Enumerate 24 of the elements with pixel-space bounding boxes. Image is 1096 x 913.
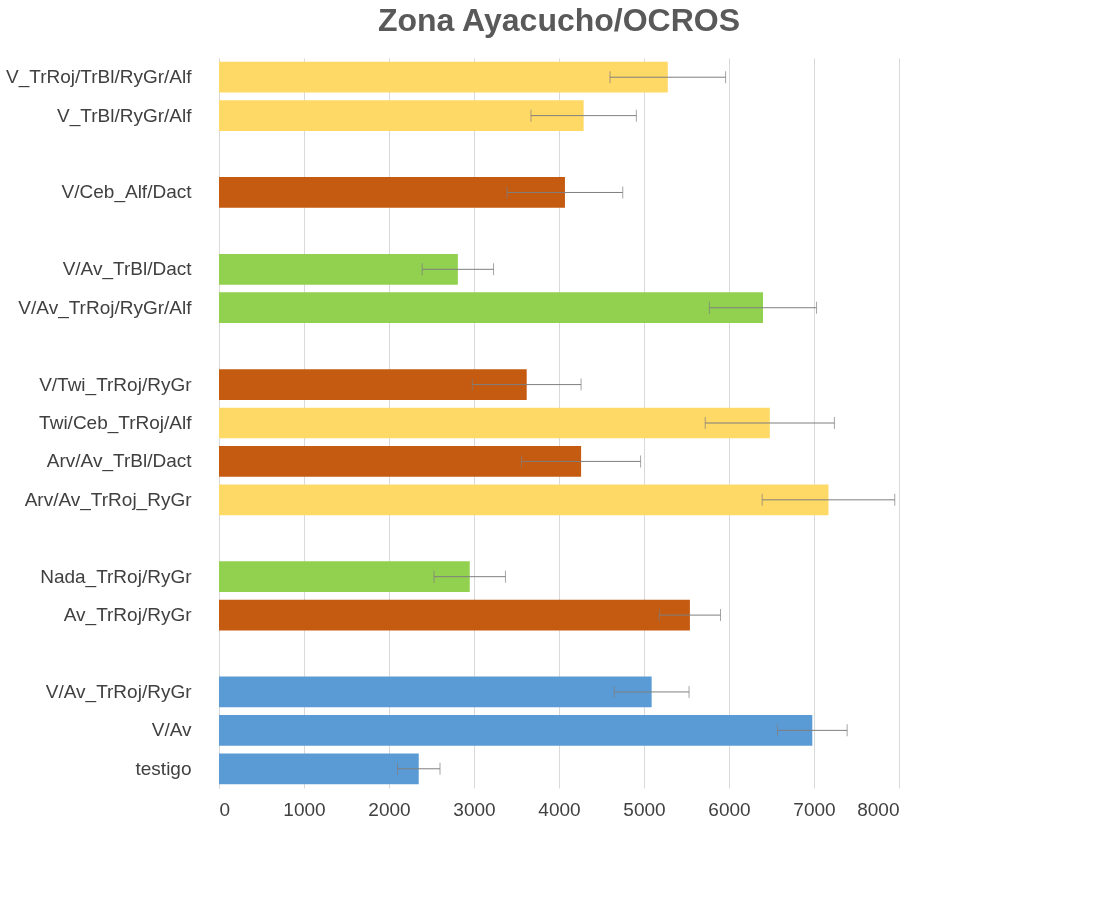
y-tick-label: Twi/Ceb_TrRoj/Alf	[39, 412, 193, 434]
y-tick-label: Nada_TrRoj/RyGr	[40, 565, 193, 588]
x-tick-label: 1000	[283, 798, 326, 820]
x-tick-label: 3000	[453, 798, 496, 820]
y-tick-label: V/Av	[151, 719, 192, 741]
y-tick-label: V/Av_TrRoj/RyGr/Alf	[18, 296, 193, 319]
x-tick-label: 2000	[368, 798, 411, 820]
y-tick-label: V/Twi_TrRoj/RyGr	[39, 373, 193, 396]
y-tick-label: Arv/Av_TrRoj_RyGr	[24, 488, 193, 511]
y-tick-label: Av_TrRoj/RyGr	[63, 604, 193, 627]
x-tick-label: 8000	[857, 798, 900, 820]
y-tick-label: V_TrBl/RyGr/Alf	[57, 104, 193, 127]
x-tick-label: 7000	[793, 798, 836, 820]
y-tick-label: Arv/Av_TrBl/Dact	[46, 450, 193, 473]
y-tick-label: testigo	[135, 757, 192, 779]
x-tick-label: 4000	[538, 798, 581, 820]
x-tick-label: 5000	[623, 798, 666, 820]
y-tick-label: V_TrRoj/TrBl/RyGr/Alf	[6, 66, 193, 89]
y-tick-label: V/Av_TrBl/Dact	[62, 258, 193, 281]
x-tick-label: 0	[219, 798, 231, 820]
y-tick-label: V/Ceb_Alf/Dact	[61, 181, 193, 204]
chart-title: Zona Ayacucho/OCROS	[377, 2, 741, 38]
x-tick-label: 6000	[708, 798, 751, 820]
y-tick-label: V/Av_TrRoj/RyGr	[45, 680, 193, 703]
